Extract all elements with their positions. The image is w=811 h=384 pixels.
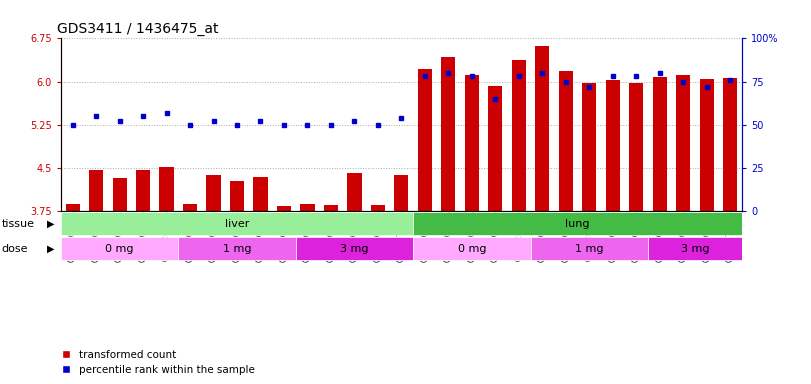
Legend: transformed count, percentile rank within the sample: transformed count, percentile rank withi… — [62, 350, 255, 375]
Bar — [394, 175, 409, 211]
Bar — [371, 205, 385, 211]
Text: GDS3411 / 1436475_at: GDS3411 / 1436475_at — [58, 22, 219, 36]
Bar — [700, 79, 714, 211]
Text: tissue: tissue — [2, 218, 35, 229]
Bar — [413, 237, 530, 260]
Bar — [160, 167, 174, 211]
Text: liver: liver — [225, 218, 249, 229]
Text: 3 mg: 3 mg — [340, 243, 369, 254]
Bar — [61, 212, 413, 235]
Bar — [582, 83, 596, 211]
Text: lung: lung — [565, 218, 590, 229]
Bar — [629, 83, 643, 211]
Text: dose: dose — [2, 243, 28, 254]
Bar — [676, 74, 690, 211]
Text: ▶: ▶ — [47, 218, 55, 229]
Bar — [418, 69, 432, 211]
Bar — [61, 237, 178, 260]
Bar — [488, 86, 503, 211]
Bar — [183, 204, 197, 211]
Text: 0 mg: 0 mg — [105, 243, 134, 254]
Bar — [254, 177, 268, 211]
Bar — [653, 77, 667, 211]
Text: 1 mg: 1 mg — [223, 243, 251, 254]
Bar — [324, 205, 338, 211]
Bar — [465, 74, 479, 211]
Text: 0 mg: 0 mg — [457, 243, 486, 254]
Bar — [648, 237, 742, 260]
Bar — [178, 237, 296, 260]
Bar — [559, 71, 573, 211]
Text: 3 mg: 3 mg — [680, 243, 710, 254]
Bar — [347, 173, 362, 211]
Bar — [89, 170, 103, 211]
Bar — [207, 175, 221, 211]
Bar — [512, 60, 526, 211]
Bar — [113, 178, 127, 211]
Bar — [230, 180, 244, 211]
Bar — [296, 237, 413, 260]
Bar — [441, 58, 456, 211]
Bar — [530, 237, 648, 260]
Bar — [300, 204, 315, 211]
Bar — [723, 78, 737, 211]
Bar — [413, 212, 742, 235]
Bar — [66, 204, 79, 211]
Text: 1 mg: 1 mg — [575, 243, 603, 254]
Bar — [136, 170, 150, 211]
Bar — [606, 81, 620, 211]
Bar — [277, 206, 291, 211]
Text: ▶: ▶ — [47, 243, 55, 254]
Bar — [535, 46, 549, 211]
